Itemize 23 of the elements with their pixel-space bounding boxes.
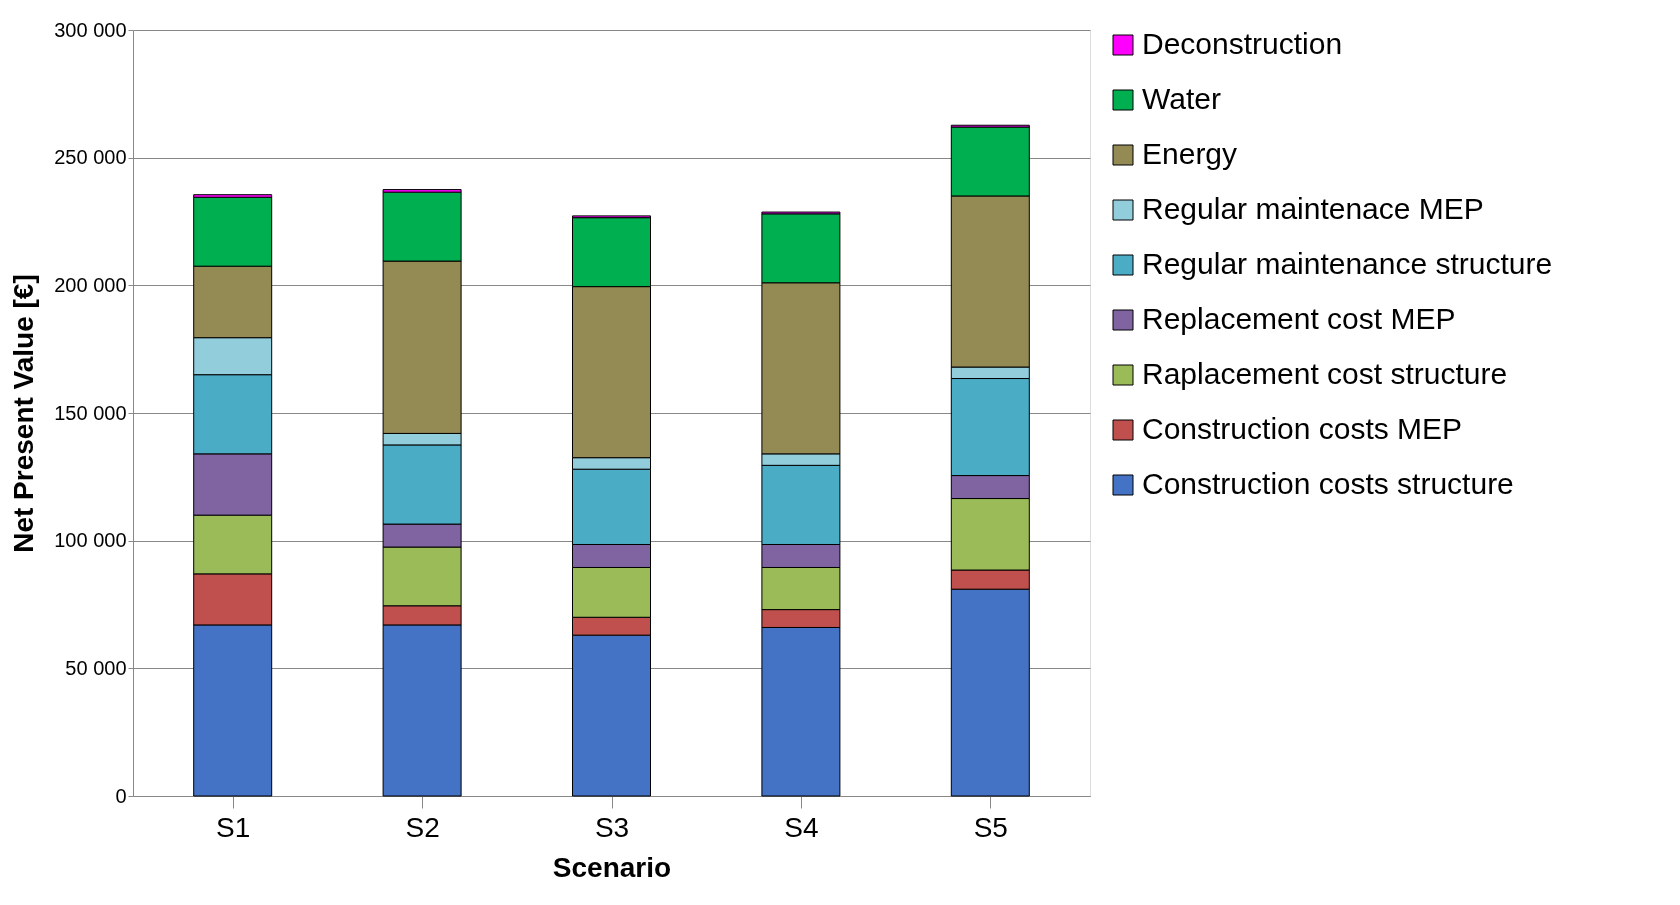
legend-label: Regular maintenance structure	[1142, 247, 1553, 280]
y-tick-label: 250 000	[54, 146, 127, 169]
x-tick-label: S2	[405, 811, 440, 843]
y-tick-label: 300 000	[54, 18, 127, 41]
y-tick-label: 100 000	[54, 529, 127, 552]
y-tick-label: 50 000	[65, 656, 127, 679]
legend-label: Energy	[1142, 137, 1238, 170]
x-tick-label: S5	[973, 811, 1008, 843]
legend-label: Construction costs structure	[1142, 467, 1514, 500]
y-tick-label: 0	[115, 784, 127, 807]
y-tick-label: 200 000	[54, 273, 127, 296]
legend-label: Water	[1142, 82, 1221, 115]
x-axis-title: Scenario	[552, 851, 672, 883]
legend-label: Construction costs MEP	[1142, 412, 1463, 445]
legend-label: Regular maintenace MEP	[1142, 192, 1484, 225]
x-tick-label: S3	[594, 811, 630, 843]
x-tick-label: S4	[784, 811, 819, 843]
legend-label: Raplacement cost structure	[1142, 357, 1508, 390]
legend-label: Replacement cost MEP	[1142, 302, 1456, 335]
legend-label: Deconstruction	[1142, 27, 1343, 60]
x-tick-label: S1	[216, 811, 251, 843]
y-tick-label: 150 000	[54, 401, 127, 424]
y-axis-title: Net Present Value [€]	[8, 274, 40, 553]
